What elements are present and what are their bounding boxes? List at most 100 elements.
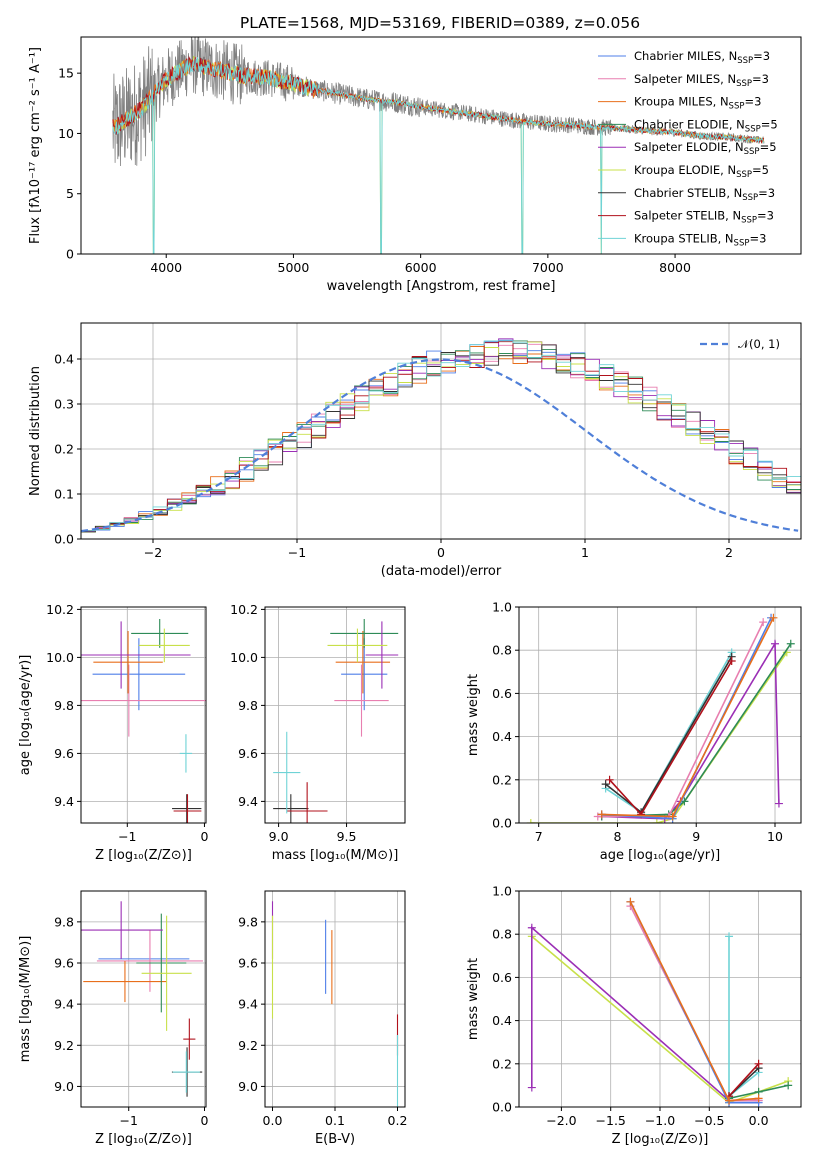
gaussian-curve xyxy=(81,358,799,533)
y-tick-label: 9.8 xyxy=(54,698,74,713)
data-point-marker xyxy=(626,897,635,906)
x-tick-label: 8 xyxy=(613,829,621,844)
y-tick-label: 9.2 xyxy=(238,1038,258,1053)
y-tick-label: 9.0 xyxy=(54,1079,74,1094)
residual-histogram-salpeter_elodie xyxy=(81,338,801,532)
axes-frame xyxy=(518,890,802,1108)
x-axis-label: age [log₁₀(age/yr)] xyxy=(600,848,721,863)
axes-frame xyxy=(80,606,207,824)
y-tick-label: 9.8 xyxy=(54,914,74,929)
x-axis-label: wavelength [Angstrom, rest frame] xyxy=(327,279,556,294)
x-tick-label: 7 xyxy=(535,829,543,844)
mass-weight-line xyxy=(629,905,759,1102)
y-tick-label: 10.0 xyxy=(46,650,74,665)
y-tick-label: 0.4 xyxy=(492,1013,512,1028)
legend-entry: Kroupa MILES, NSSP=3 xyxy=(634,95,761,112)
mass-weight-line xyxy=(605,652,733,814)
mass-weight-line xyxy=(530,925,759,1102)
data-point-marker xyxy=(527,1083,536,1092)
legend-entry: 𝒩(0, 1) xyxy=(738,337,780,351)
legend-entry: Salpeter ELODIE, NSSP=5 xyxy=(634,140,777,157)
data-point-marker xyxy=(725,1096,734,1105)
y-tick-label: 0.0 xyxy=(54,532,74,547)
data-point-marker xyxy=(652,819,661,823)
data-point-marker xyxy=(727,657,736,665)
mass-weight-line xyxy=(531,935,789,1104)
legend-entry: Chabrier STELIB, NSSP=3 xyxy=(634,186,775,203)
x-tick-label: 10 xyxy=(767,829,783,844)
y-tick-label: 9.0 xyxy=(238,1079,258,1094)
x-tick-label: 5000 xyxy=(278,260,310,275)
plot-area-6 xyxy=(265,891,405,1107)
y-tick-label: 0 xyxy=(66,247,74,262)
y-axis-label: Normed distribution xyxy=(28,366,43,496)
x-tick-label: 0.1 xyxy=(325,1113,345,1128)
x-tick-label: −1 xyxy=(118,829,136,844)
data-point-marker xyxy=(601,780,610,789)
x-tick-label: −0.5 xyxy=(694,1113,724,1128)
mass-weight-line xyxy=(728,1063,760,1097)
x-tick-label: 0 xyxy=(201,1113,209,1128)
plot-area-0 xyxy=(112,37,765,254)
data-point-marker xyxy=(784,1081,793,1090)
y-tick-label: 9.6 xyxy=(54,746,74,761)
x-axis-label: Z [log₁₀(Z/Z⊙)] xyxy=(95,848,192,863)
legend-entry: Kroupa ELODIE, NSSP=5 xyxy=(634,163,769,180)
plot-area-7 xyxy=(519,891,801,1107)
data-point-marker xyxy=(769,613,778,622)
x-tick-label: 2 xyxy=(725,545,733,560)
data-point-marker xyxy=(725,932,734,941)
y-tick-label: 15 xyxy=(58,66,74,81)
y-tick-label: 9.4 xyxy=(238,794,258,809)
x-tick-label: −1.0 xyxy=(645,1113,675,1128)
x-tick-label: 6000 xyxy=(405,260,437,275)
y-axis-label: mass [log₁₀(M/M⊙)] xyxy=(18,936,33,1063)
y-tick-label: 9.6 xyxy=(54,956,74,971)
data-point-marker xyxy=(786,639,795,648)
y-axis-label: mass weight xyxy=(466,674,481,756)
y-tick-label: 9.4 xyxy=(54,997,74,1012)
data-point-marker xyxy=(526,819,535,823)
x-axis-label: mass [log₁₀(M/M⊙)] xyxy=(272,848,399,863)
y-tick-label: 0.6 xyxy=(492,686,512,701)
y-tick-label: 0.1 xyxy=(54,487,74,502)
y-tick-label: 0.4 xyxy=(54,352,74,367)
y-tick-label: 10 xyxy=(58,126,74,141)
x-tick-label: −1.5 xyxy=(596,1113,626,1128)
y-axis-label: age [log₁₀(age/yr)] xyxy=(18,655,33,776)
x-tick-label: 1 xyxy=(581,545,589,560)
mass-weight-line xyxy=(597,621,764,818)
x-tick-label: 0.0 xyxy=(263,1113,283,1128)
y-tick-label: 1.0 xyxy=(492,600,512,615)
x-tick-label: 9.0 xyxy=(269,829,289,844)
mass-weight-line xyxy=(605,656,733,814)
data-point-marker xyxy=(774,799,783,808)
plot-area-3 xyxy=(265,607,405,823)
plot-area-5 xyxy=(81,891,206,1107)
data-point-marker xyxy=(593,812,602,821)
y-tick-label: 9.2 xyxy=(54,1038,74,1053)
y-tick-label: 0.6 xyxy=(492,970,512,985)
residual-histogram-chabrier_elodie xyxy=(81,340,801,531)
mass-weight-line xyxy=(601,617,775,818)
axes-frame xyxy=(80,890,207,1108)
model-spectrum-kroupa_stelib xyxy=(112,56,765,254)
x-tick-label: 0 xyxy=(437,545,445,560)
y-axis-label: Flux [fλ10⁻¹⁷ erg cm⁻² s⁻¹ A⁻¹] xyxy=(28,47,43,244)
y-tick-label: 9.8 xyxy=(238,914,258,929)
legend-entry: Salpeter MILES, NSSP=3 xyxy=(634,72,769,89)
x-tick-label: 8000 xyxy=(659,260,691,275)
x-tick-label: 9.5 xyxy=(337,829,357,844)
y-tick-label: 0.2 xyxy=(492,772,512,787)
y-tick-label: 0.0 xyxy=(492,1100,512,1115)
plot-area-2 xyxy=(81,607,206,823)
y-tick-label: 0.0 xyxy=(492,816,512,831)
x-tick-label: −2.0 xyxy=(546,1113,576,1128)
y-tick-label: 9.4 xyxy=(54,794,74,809)
legend-entry: Salpeter STELIB, NSSP=3 xyxy=(634,209,774,226)
y-tick-label: 10.2 xyxy=(46,602,74,617)
y-axis-label: mass weight xyxy=(466,958,481,1040)
plot-area-1 xyxy=(81,323,801,539)
legend-entry: Chabrier MILES, NSSP=3 xyxy=(634,49,770,66)
data-point-marker xyxy=(605,775,614,784)
